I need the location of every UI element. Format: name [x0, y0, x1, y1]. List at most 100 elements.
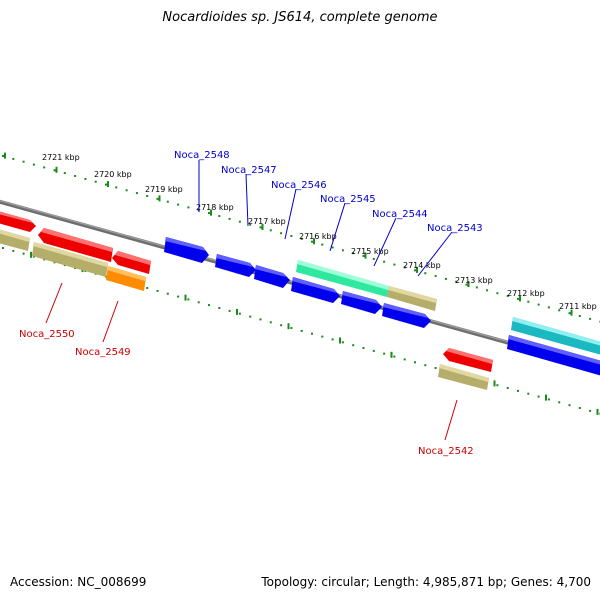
- scale-label: 2719 kbp: [145, 185, 183, 194]
- tick-dot: [259, 318, 262, 321]
- tick-dot: [259, 226, 262, 229]
- label-leader: [417, 231, 453, 277]
- gene-feature-shine: [439, 364, 489, 382]
- label-leader: [102, 300, 119, 343]
- tick-dot: [156, 197, 159, 200]
- accession-text: Accession: NC_008699: [10, 575, 147, 589]
- gene-feature-shine: [33, 242, 108, 267]
- tick-dot: [372, 257, 375, 260]
- gene-feature-shine: [297, 260, 389, 290]
- tick-major: [467, 281, 470, 288]
- tick-dot: [238, 220, 241, 223]
- gene-label-noca-2550[interactable]: Noca_2550: [19, 329, 75, 340]
- tick-dot: [300, 329, 303, 332]
- tick-dot: [383, 352, 386, 355]
- reverse-genes: [0, 228, 493, 390]
- tick-dot: [197, 301, 200, 304]
- tick-major: [570, 309, 573, 316]
- gene-feature-shine: [0, 229, 30, 242]
- tick-dot: [321, 243, 324, 246]
- tick-dot: [475, 286, 478, 289]
- tick-dot: [547, 306, 550, 309]
- gene-label-noca-2545[interactable]: Noca_2545: [320, 194, 376, 205]
- tick-dot: [434, 275, 437, 277]
- gene-label-noca-2542[interactable]: Noca_2542: [418, 446, 474, 457]
- tick-dot: [568, 312, 571, 315]
- gene-label-noca-2543[interactable]: Noca_2543: [427, 223, 483, 234]
- tick-dot: [22, 160, 25, 163]
- gene-label-noca-2548[interactable]: Noca_2548: [174, 150, 230, 161]
- gene-feature[interactable]: [38, 228, 113, 262]
- gene-feature-shine: [41, 228, 113, 252]
- tick-dot: [527, 300, 530, 303]
- tick-dot: [12, 249, 15, 252]
- tick-dot: [249, 315, 252, 318]
- tick-dot: [300, 237, 303, 240]
- tick-major: [158, 195, 161, 202]
- scale-label: 2720 kbp: [94, 170, 132, 179]
- tick-dot: [218, 215, 221, 217]
- label-leader: [45, 282, 63, 324]
- gene-feature-shine: [388, 286, 437, 303]
- tick-dot: [290, 235, 293, 237]
- gene-feature[interactable]: [443, 348, 493, 372]
- tick-dot: [496, 384, 499, 387]
- gene-label-noca-2549[interactable]: Noca_2549: [75, 347, 131, 358]
- tick-dot: [166, 200, 169, 203]
- tick-dot: [578, 315, 581, 317]
- tick-major: [313, 238, 315, 245]
- tick-dot: [228, 217, 231, 220]
- gene-label-noca-2544[interactable]: Noca_2544: [372, 209, 428, 220]
- gene-label-noca-2546[interactable]: Noca_2546: [271, 180, 327, 191]
- scale-label: 2711 kbp: [559, 302, 597, 311]
- scale-label: 2721 kbp: [42, 153, 80, 162]
- tick-dot: [393, 355, 396, 358]
- tick-major: [493, 380, 496, 387]
- gene-feature-shine: [383, 303, 428, 318]
- gene-feature-shine: [216, 254, 253, 267]
- gene-feature-shine: [342, 291, 379, 304]
- tick-dot: [238, 312, 241, 315]
- tick-major: [236, 308, 238, 315]
- tick-major: [4, 152, 6, 159]
- tick-major: [210, 209, 212, 216]
- tick-dot: [228, 309, 231, 312]
- tick-dot: [486, 289, 489, 292]
- tick-major: [364, 252, 367, 259]
- tick-dot: [290, 327, 293, 329]
- gene-feature-shine: [508, 335, 600, 365]
- tick-dot: [558, 309, 561, 312]
- label-leader: [329, 202, 346, 252]
- tick-major: [55, 166, 58, 173]
- tick-dot: [403, 358, 406, 361]
- tick-dot: [506, 295, 509, 297]
- tick-dot: [32, 255, 35, 258]
- scale-label: 2715 kbp: [351, 247, 389, 256]
- gene-feature-shine: [107, 266, 146, 281]
- scale-label: 2713 kbp: [455, 276, 493, 285]
- tick-major: [339, 337, 341, 344]
- gene-label-noca-2547[interactable]: Noca_2547: [221, 165, 277, 176]
- map-title: Nocardioides sp. JS614, complete genome: [162, 10, 438, 25]
- tick-dot: [331, 246, 334, 249]
- label-leader: [373, 217, 397, 267]
- tick-major: [519, 295, 521, 302]
- tick-dot: [177, 203, 180, 206]
- tick-dot: [434, 367, 437, 369]
- tick-dot: [424, 272, 427, 275]
- tick-dot: [94, 180, 97, 183]
- tick-dot: [568, 404, 571, 407]
- tick-dot: [362, 255, 365, 257]
- label-leader: [245, 173, 249, 227]
- tick-dot: [321, 335, 324, 338]
- tick-dot: [496, 292, 499, 295]
- tick-dot: [311, 332, 313, 335]
- tick-dot: [2, 155, 4, 157]
- tick-major: [287, 323, 290, 330]
- label-leader: [444, 399, 458, 441]
- gene-feature-shine: [115, 251, 151, 265]
- tick-major: [596, 408, 599, 415]
- tick-dot: [424, 364, 427, 367]
- tick-dot: [393, 263, 396, 266]
